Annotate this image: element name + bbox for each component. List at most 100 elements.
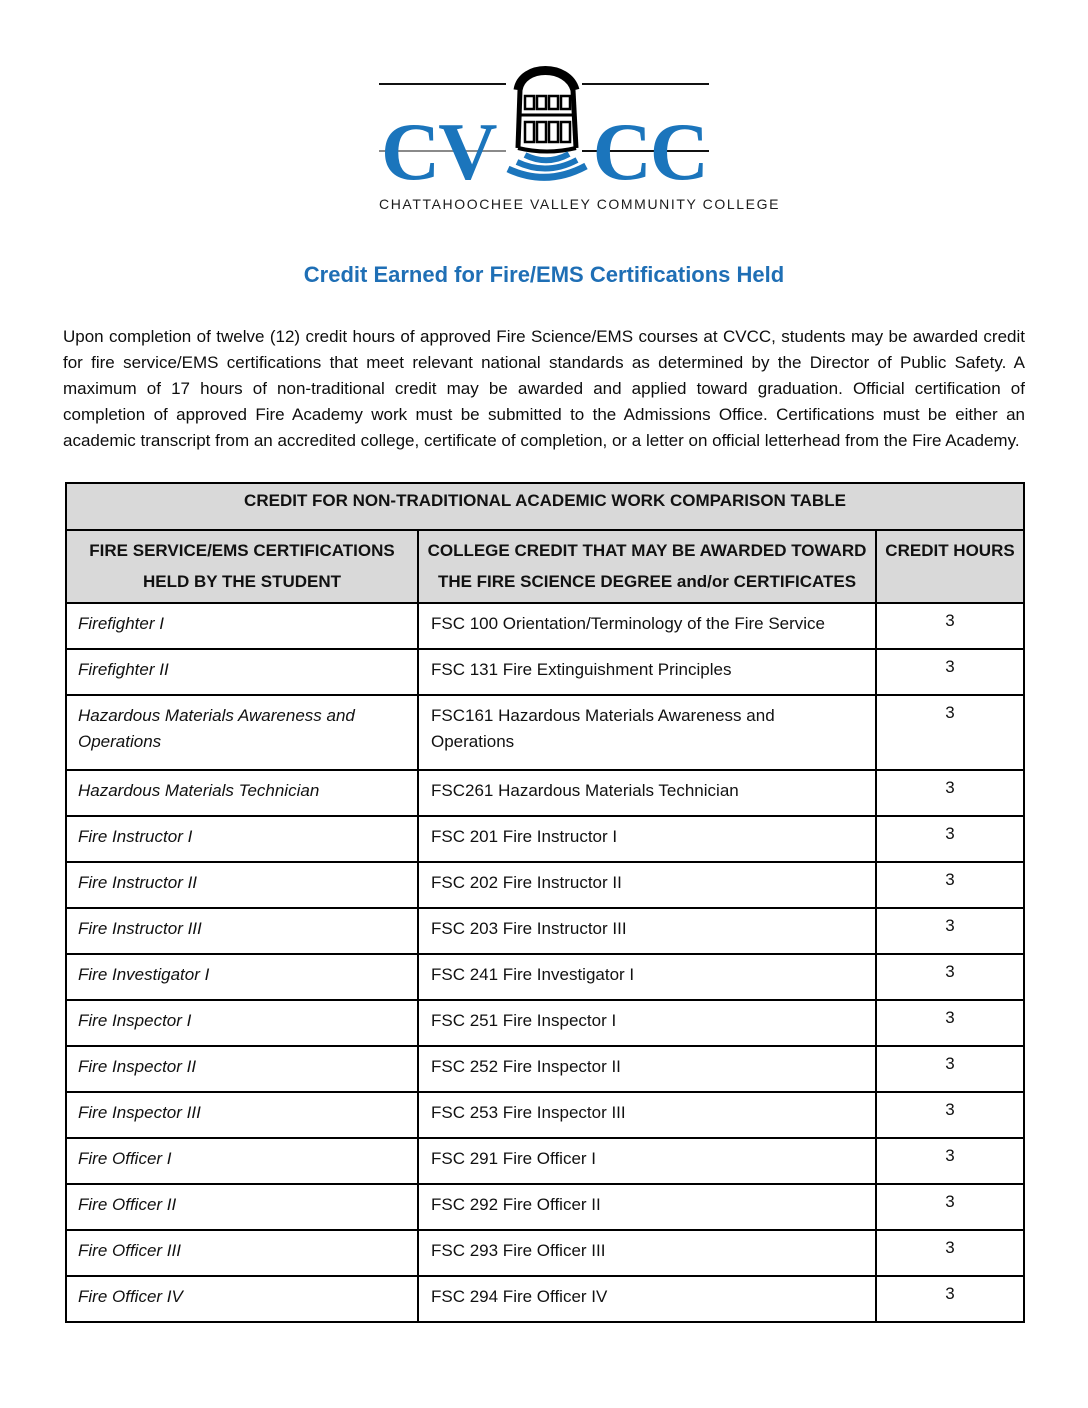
credit-hours-cell: 3 (875, 1183, 1025, 1231)
certification-cell: Hazardous Materials Awareness and Operat… (65, 694, 419, 771)
table-row: Fire Investigator I FSC 241 Fire Investi… (65, 953, 1025, 1001)
column-header-line: HELD BY THE STUDENT (142, 572, 342, 591)
certification-cell: Fire Inspector III (65, 1091, 419, 1139)
certification-text: Fire Inspector III (78, 1103, 201, 1122)
college-credit-cell: FSC 202 Fire Instructor II (417, 861, 877, 909)
college-credit-cell: FSC 131 Fire Extinguishment Principles (417, 648, 877, 696)
college-credit-text: FSC 293 Fire Officer III (431, 1241, 606, 1260)
certification-text: Fire Officer III (78, 1241, 181, 1260)
college-name: CHATTAHOOCHEE VALLEY COMMUNITY COLLEGE (379, 196, 781, 212)
certification-text: Firefighter II (78, 660, 169, 679)
table-title: CREDIT FOR NON-TRADITIONAL ACADEMIC WORK… (65, 482, 1025, 531)
credit-hours-value: 3 (945, 1284, 955, 1303)
college-credit-cell: FSC 293 Fire Officer III (417, 1229, 877, 1277)
college-credit-cell: FSC 241 Fire Investigator I (417, 953, 877, 1001)
certification-cell: Fire Officer IV (65, 1275, 419, 1323)
certification-text: Firefighter I (78, 614, 164, 633)
college-credit-text: FSC 291 Fire Officer I (431, 1149, 597, 1168)
table-row: Hazardous Materials Awareness and Operat… (65, 694, 1025, 771)
college-credit-text: FSC 201 Fire Instructor I (431, 827, 618, 846)
college-credit-text: FSC261 Hazardous Materials Technician (431, 781, 739, 800)
college-credit-text: FSC 202 Fire Instructor II (431, 873, 622, 892)
certification-cell: Fire Inspector I (65, 999, 419, 1047)
college-credit-text: FSC 294 Fire Officer IV (431, 1287, 608, 1306)
column-header-college-credit: COLLEGE CREDIT THAT MAY BE AWARDED TOWAR… (417, 529, 877, 604)
college-credit-text: FSC 251 Fire Inspector I (431, 1011, 617, 1030)
credit-hours-cell: 3 (875, 648, 1025, 696)
table-row: Fire Inspector III FSC 253 Fire Inspecto… (65, 1091, 1025, 1139)
column-header-credit-hours: CREDIT HOURS (875, 529, 1025, 604)
table-row: Fire Officer IV FSC 294 Fire Officer IV … (65, 1275, 1025, 1323)
certification-text: Fire Instructor II (78, 873, 198, 892)
table-row: Fire Officer III FSC 293 Fire Officer II… (65, 1229, 1025, 1277)
college-credit-text: FSC 100 Orientation/Terminology of the F… (431, 614, 826, 633)
credit-hours-value: 3 (945, 916, 955, 935)
table-row: Firefighter II FSC 131 Fire Extinguishme… (65, 648, 1025, 696)
certification-text: Fire Officer IV (78, 1287, 183, 1306)
credit-hours-cell: 3 (875, 999, 1025, 1047)
certification-text: Fire Inspector I (78, 1011, 192, 1030)
credit-hours-value: 3 (945, 657, 955, 676)
rotunda-tower-icon (506, 54, 588, 181)
credit-hours-value: 3 (945, 962, 955, 981)
credit-hours-cell: 3 (875, 1137, 1025, 1185)
logo-bottom-rule-left (379, 150, 544, 152)
page-title: Credit Earned for Fire/EMS Certification… (303, 262, 785, 287)
table-head: CREDIT FOR NON-TRADITIONAL ACADEMIC WORK… (65, 482, 1025, 604)
column-header-line: CREDIT HOURS (885, 541, 1015, 560)
credit-hours-value: 3 (945, 824, 955, 843)
credit-hours-value: 3 (945, 1238, 955, 1257)
column-header-line: THE FIRE SCIENCE DEGREE and/or CERTIFICA… (437, 572, 857, 591)
certification-cell: Firefighter I (65, 602, 419, 650)
certification-text: Fire Investigator I (78, 965, 210, 984)
college-credit-cell: FSC 253 Fire Inspector III (417, 1091, 877, 1139)
table-row: Fire Inspector II FSC 252 Fire Inspector… (65, 1045, 1025, 1093)
column-header-line: COLLEGE CREDIT THAT MAY BE AWARDED TOWAR… (427, 541, 867, 560)
certification-cell: Fire Instructor II (65, 861, 419, 909)
credit-hours-cell: 3 (875, 1045, 1025, 1093)
credit-hours-value: 3 (945, 778, 955, 797)
table-row: Fire Officer II FSC 292 Fire Officer II … (65, 1183, 1025, 1231)
credit-hours-value: 3 (945, 1146, 955, 1165)
certification-cell: Fire Instructor III (65, 907, 419, 955)
credit-hours-value: 3 (945, 1054, 955, 1073)
college-credit-text: FSC 292 Fire Officer II (431, 1195, 601, 1214)
college-credit-cell: FSC 291 Fire Officer I (417, 1137, 877, 1185)
certification-cell: Fire Officer II (65, 1183, 419, 1231)
college-credit-cell: FSC261 Hazardous Materials Technician (417, 769, 877, 817)
college-credit-cell: FSC 201 Fire Instructor I (417, 815, 877, 863)
column-header-certifications: FIRE SERVICE/EMS CERTIFICATIONS HELD BY … (65, 529, 419, 604)
intro-paragraph: Upon completion of twelve (12) credit ho… (63, 327, 1025, 450)
column-header-row: FIRE SERVICE/EMS CERTIFICATIONS HELD BY … (65, 529, 1025, 604)
certification-cell: Hazardous Materials Technician (65, 769, 419, 817)
table-title-row: CREDIT FOR NON-TRADITIONAL ACADEMIC WORK… (65, 482, 1025, 531)
credit-hours-value: 3 (945, 703, 955, 722)
credit-hours-value: 3 (945, 611, 955, 630)
credit-hours-value: 3 (945, 1100, 955, 1119)
college-credit-cell: FSC 251 Fire Inspector I (417, 999, 877, 1047)
college-credit-text: FSC 241 Fire Investigator I (431, 965, 635, 984)
cvcc-logo: CV CC CHATTAHOOCHE (379, 54, 781, 212)
table-row: Hazardous Materials Technician FSC261 Ha… (65, 769, 1025, 817)
credit-hours-value: 3 (945, 1192, 955, 1211)
credit-hours-cell: 3 (875, 815, 1025, 863)
credit-hours-cell: 3 (875, 953, 1025, 1001)
college-credit-cell: FSC 294 Fire Officer IV (417, 1275, 877, 1323)
certification-cell: Fire Instructor I (65, 815, 419, 863)
certification-text: Fire Instructor III (78, 919, 202, 938)
college-credit-cell: FSC 292 Fire Officer II (417, 1183, 877, 1231)
certification-text: Fire Officer I (78, 1149, 172, 1168)
credit-hours-cell: 3 (875, 769, 1025, 817)
certification-cell: Fire Inspector II (65, 1045, 419, 1093)
table-row: Firefighter I FSC 100 Orientation/Termin… (65, 602, 1025, 650)
credit-hours-cell: 3 (875, 907, 1025, 955)
table-row: Fire Instructor I FSC 201 Fire Instructo… (65, 815, 1025, 863)
credit-hours-cell: 3 (875, 1275, 1025, 1323)
college-credit-cell: FSC 100 Orientation/Terminology of the F… (417, 602, 877, 650)
college-credit-text: FSC 252 Fire Inspector II (431, 1057, 621, 1076)
certification-cell: Fire Officer I (65, 1137, 419, 1185)
certification-cell: Fire Investigator I (65, 953, 419, 1001)
certification-cell: Firefighter II (65, 648, 419, 696)
certification-cell: Fire Officer III (65, 1229, 419, 1277)
